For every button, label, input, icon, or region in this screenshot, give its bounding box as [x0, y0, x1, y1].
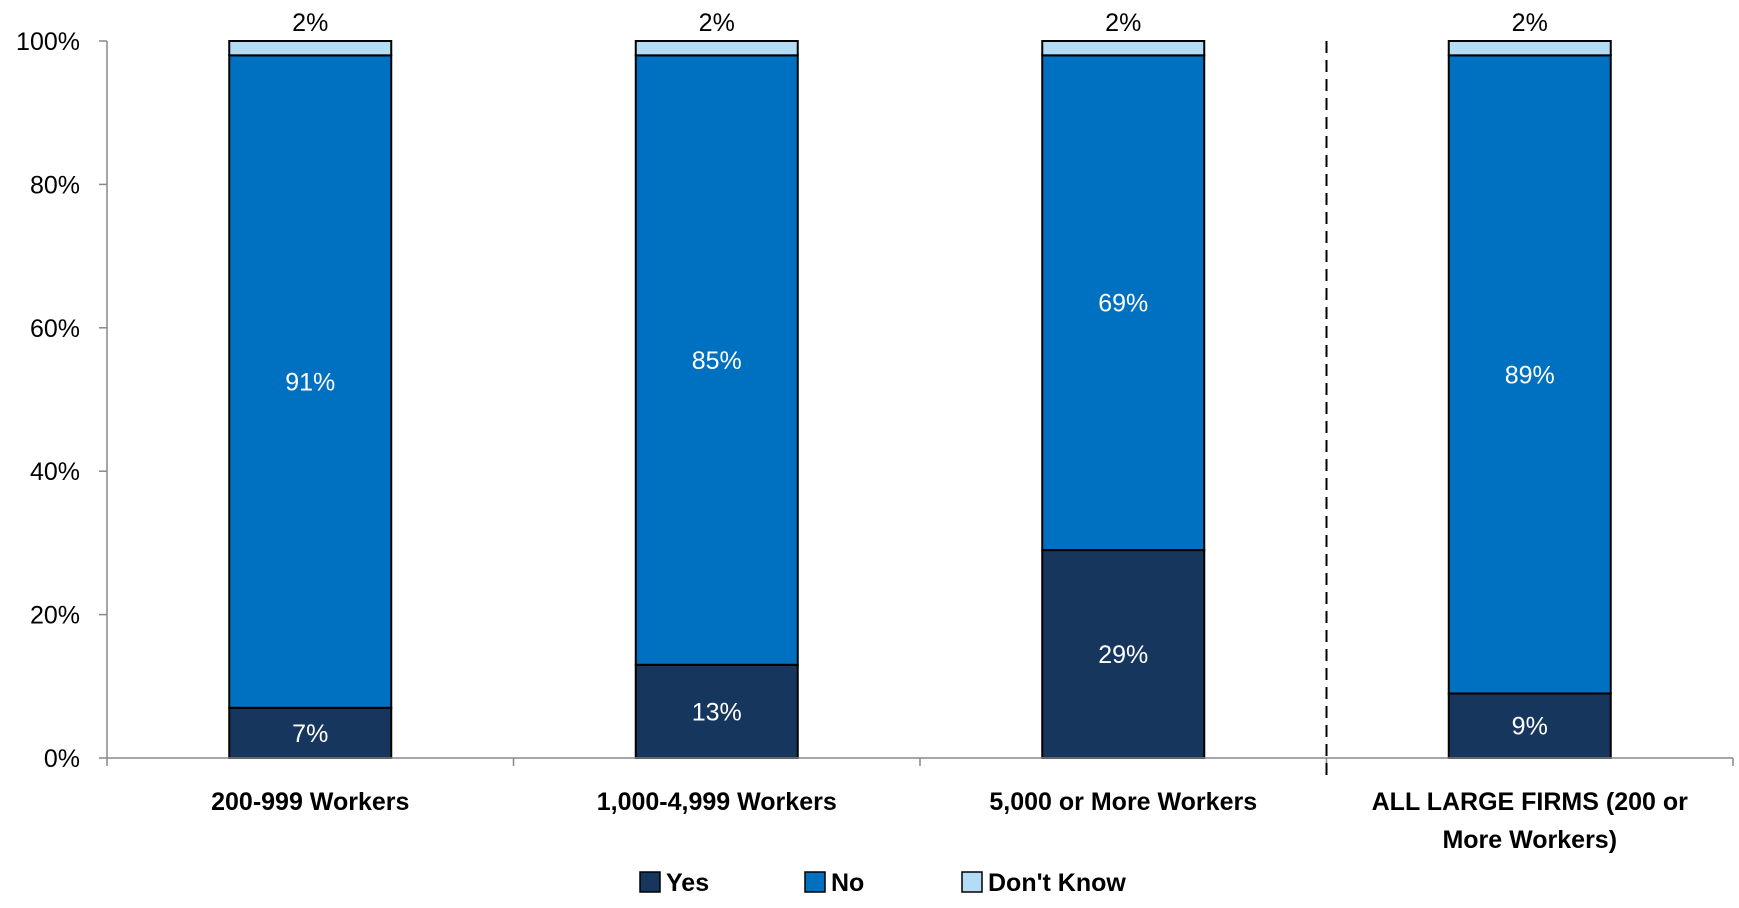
data-label: 2% — [1512, 9, 1548, 37]
y-tick-label: 60% — [30, 315, 80, 343]
data-label: 29% — [1098, 641, 1148, 669]
category-label: 1,000-4,999 Workers — [597, 788, 837, 816]
bar-segment-no — [634, 54, 799, 666]
data-label: 89% — [1505, 361, 1555, 389]
data-label: 91% — [285, 369, 335, 397]
data-label: 69% — [1098, 290, 1148, 318]
legend-swatch — [804, 871, 826, 893]
bars: 7% 91% 2% 13% 85% 2% 29% 69% 2% 9% 89% 2% — [228, 9, 1612, 759]
bar-segment-yes — [634, 663, 799, 759]
data-label: 85% — [692, 347, 742, 375]
bar-segment-don-t-know — [634, 40, 799, 57]
data-label: 13% — [692, 698, 742, 726]
y-tick-label: 0% — [44, 745, 80, 773]
y-axis: 0% 20% 40% 60% 80% 100% — [16, 28, 108, 773]
data-label: 2% — [292, 9, 328, 37]
bar-segment-yes — [1447, 692, 1612, 759]
legend-label: Don't Know — [988, 869, 1126, 897]
y-tick-label: 80% — [30, 171, 80, 199]
x-axis: 200-999 Workers 1,000-4,999 Workers 5,000 … — [106, 41, 1734, 854]
category-label: ALL LARGE FIRMS (200 or — [1372, 788, 1689, 816]
legend-swatch — [961, 871, 983, 893]
legend-swatch — [639, 871, 661, 893]
y-tick-label: 40% — [30, 458, 80, 486]
bar-segment-yes — [1041, 549, 1206, 759]
bar-segment-no — [1447, 54, 1612, 695]
bar-segment-don-t-know — [1041, 40, 1206, 57]
data-label: 9% — [1512, 713, 1548, 741]
data-label: 2% — [699, 9, 735, 37]
legend-label: Yes — [666, 869, 709, 897]
legend: Yes No Don't Know — [639, 869, 1126, 897]
category-label: More Workers) — [1442, 826, 1617, 854]
legend-label: No — [831, 869, 864, 897]
bar-segment-don-t-know — [1447, 40, 1612, 57]
bar-segment-no — [228, 54, 393, 709]
category-label: 5,000 or More Workers — [989, 788, 1257, 816]
bar-segment-don-t-know — [228, 40, 393, 57]
bar-segment-no — [1041, 54, 1206, 552]
category-label: 200-999 Workers — [211, 788, 409, 816]
data-label: 2% — [1105, 9, 1141, 37]
data-label: 7% — [292, 720, 328, 748]
y-tick-label: 20% — [30, 602, 80, 630]
y-tick-label: 100% — [16, 28, 80, 56]
